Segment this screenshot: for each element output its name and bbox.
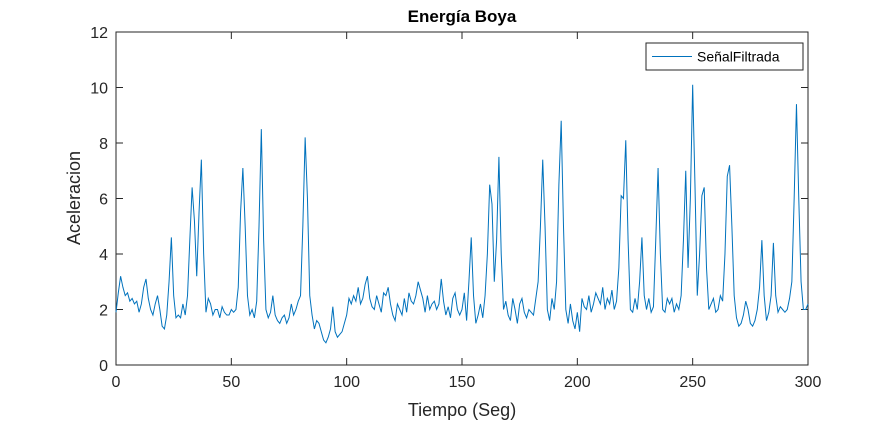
x-tick-label: 300 — [795, 374, 822, 391]
x-axis-label: Tiempo (Seg) — [408, 400, 516, 420]
y-axis-label: Aceleracion — [64, 151, 84, 245]
x-tick-label: 100 — [333, 374, 360, 391]
y-tick-label: 6 — [99, 192, 108, 209]
chart-title: Energía Boya — [408, 7, 517, 26]
y-tick-label: 10 — [90, 81, 108, 98]
y-tick-label: 4 — [99, 247, 108, 264]
x-tick-label: 150 — [449, 374, 476, 391]
y-tick-label: 8 — [99, 136, 108, 153]
y-tick-label: 0 — [99, 358, 108, 375]
x-tick-label: 200 — [564, 374, 591, 391]
legend-label: SeñalFiltrada — [697, 49, 780, 65]
data-line — [115, 84, 809, 344]
x-tick-label: 250 — [679, 374, 706, 391]
y-tick-label: 2 — [99, 303, 108, 320]
y-tick-label: 12 — [90, 25, 108, 42]
x-tick-label: 0 — [112, 374, 121, 391]
x-tick-label: 50 — [222, 374, 240, 391]
